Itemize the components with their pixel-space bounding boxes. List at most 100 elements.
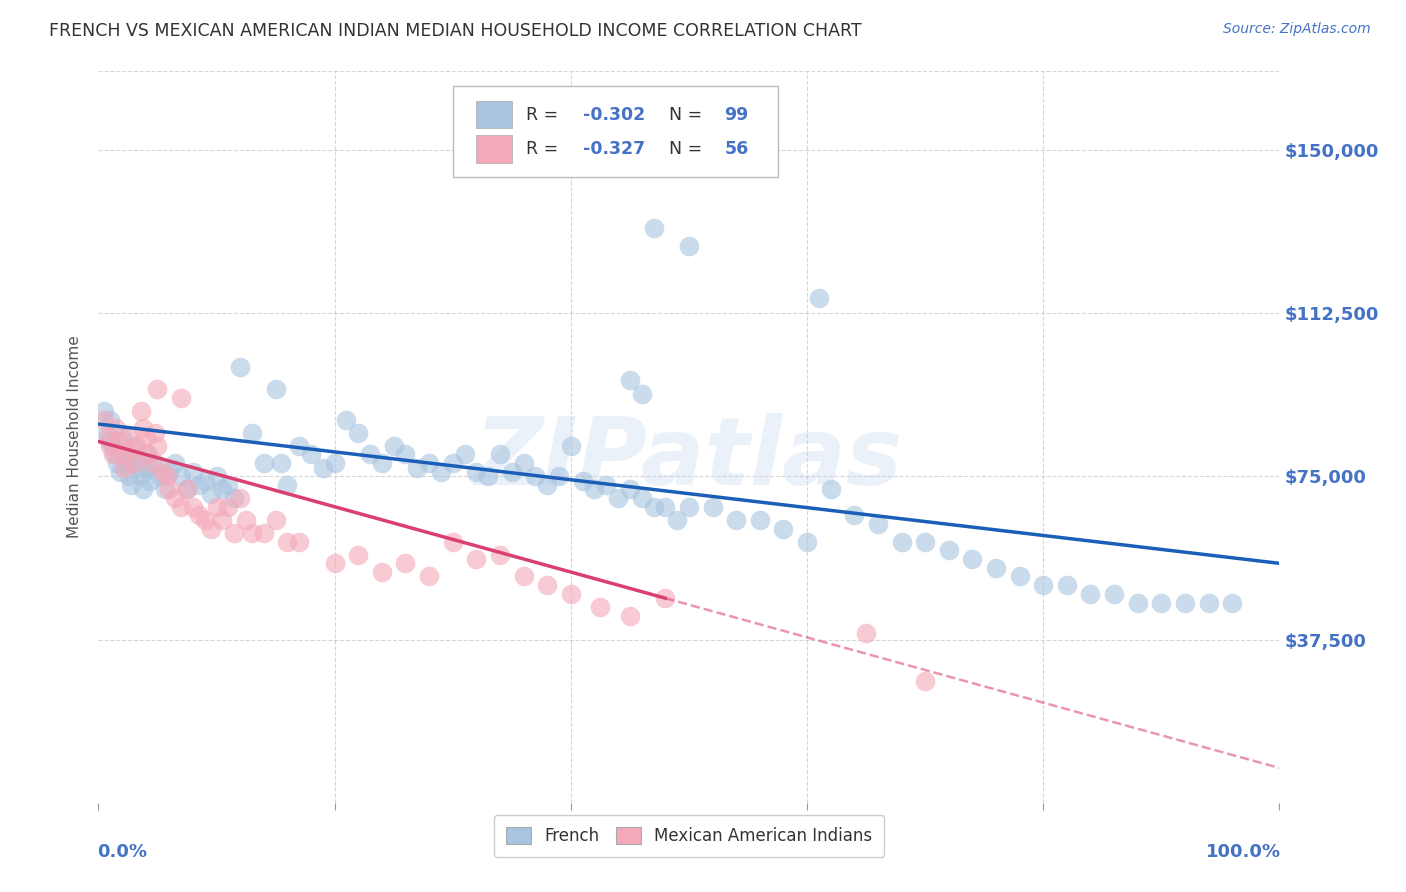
Point — [619, 608, 641, 623]
Text: Source: ZipAtlas.com: Source: ZipAtlas.com — [1223, 22, 1371, 37]
Point — [127, 439, 149, 453]
Point — [157, 465, 180, 479]
Point — [299, 448, 322, 462]
Text: 56: 56 — [724, 140, 748, 158]
Point — [323, 557, 346, 571]
Point — [654, 500, 676, 514]
Point — [371, 565, 394, 579]
Point — [619, 483, 641, 497]
Point — [235, 513, 257, 527]
Point — [560, 587, 582, 601]
Point — [129, 404, 152, 418]
Point — [589, 599, 612, 614]
Point — [98, 434, 121, 449]
Text: FRENCH VS MEXICAN AMERICAN INDIAN MEDIAN HOUSEHOLD INCOME CORRELATION CHART: FRENCH VS MEXICAN AMERICAN INDIAN MEDIAN… — [49, 22, 862, 40]
Point — [323, 456, 346, 470]
Point — [136, 448, 159, 462]
Point — [855, 626, 877, 640]
Point — [1056, 578, 1078, 592]
Point — [139, 474, 162, 488]
FancyBboxPatch shape — [477, 101, 512, 128]
Point — [501, 465, 523, 479]
Point — [702, 500, 724, 514]
Point — [453, 448, 475, 462]
Point — [217, 478, 239, 492]
Point — [654, 591, 676, 606]
Point — [205, 500, 228, 514]
Point — [146, 382, 169, 396]
Point — [240, 525, 263, 540]
Point — [108, 465, 131, 479]
Point — [264, 513, 287, 527]
Point — [630, 386, 652, 401]
Point — [382, 439, 405, 453]
Point — [165, 491, 187, 505]
Point — [194, 513, 217, 527]
Point — [394, 448, 416, 462]
Point — [270, 456, 292, 470]
Point — [253, 525, 276, 540]
Point — [560, 439, 582, 453]
Point — [866, 517, 889, 532]
Point — [153, 483, 176, 497]
Point — [288, 439, 311, 453]
Point — [157, 483, 180, 497]
FancyBboxPatch shape — [477, 135, 512, 163]
Point — [288, 534, 311, 549]
Point — [229, 491, 252, 505]
Point — [141, 456, 163, 470]
Point — [165, 456, 187, 470]
Point — [1102, 587, 1125, 601]
Point — [104, 448, 127, 462]
Point — [465, 552, 488, 566]
Legend: French, Mexican American Indians: French, Mexican American Indians — [494, 815, 884, 856]
Point — [98, 439, 121, 453]
Point — [536, 478, 558, 492]
Point — [820, 483, 842, 497]
Point — [441, 456, 464, 470]
Point — [465, 465, 488, 479]
Point — [406, 460, 429, 475]
Text: 99: 99 — [724, 105, 748, 123]
Point — [312, 460, 335, 475]
Point — [132, 421, 155, 435]
Point — [807, 291, 830, 305]
Point — [135, 448, 157, 462]
Point — [187, 478, 209, 492]
Point — [477, 469, 499, 483]
Point — [181, 465, 204, 479]
Point — [548, 469, 571, 483]
Point — [1032, 578, 1054, 592]
Point — [156, 469, 179, 483]
Point — [430, 465, 453, 479]
Text: -0.327: -0.327 — [582, 140, 645, 158]
Point — [96, 425, 118, 440]
Point — [146, 439, 169, 453]
Point — [359, 448, 381, 462]
Point — [143, 456, 166, 470]
Point — [98, 412, 121, 426]
Point — [93, 404, 115, 418]
Point — [118, 469, 141, 483]
Point — [205, 469, 228, 483]
Point — [914, 534, 936, 549]
Point — [194, 474, 217, 488]
Point — [371, 456, 394, 470]
Point — [630, 491, 652, 505]
Point — [108, 434, 131, 449]
Point — [200, 486, 222, 500]
Point — [143, 425, 166, 440]
Point — [121, 478, 143, 492]
Text: 100.0%: 100.0% — [1205, 843, 1281, 861]
Text: ZIPatlas: ZIPatlas — [475, 413, 903, 505]
Point — [101, 439, 124, 453]
Point — [607, 491, 630, 505]
Point — [176, 483, 198, 497]
Point — [136, 460, 159, 475]
Point — [890, 534, 912, 549]
Point — [240, 425, 263, 440]
Point — [512, 569, 534, 583]
Point — [394, 557, 416, 571]
Point — [170, 469, 193, 483]
Point — [115, 456, 138, 470]
